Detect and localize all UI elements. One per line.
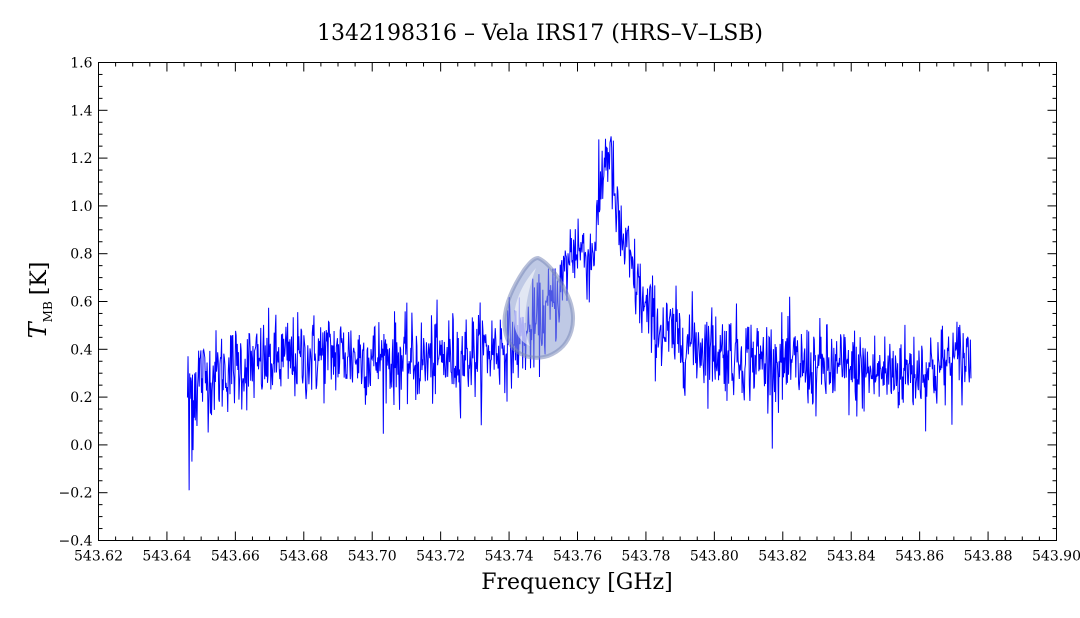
x-tick-label: 543.64 <box>142 549 191 565</box>
chart-title: 1342198316 – Vela IRS17 (HRS–V–LSB) <box>317 21 763 46</box>
plot-frame <box>98 62 1057 541</box>
y-tick-label: 0.0 <box>70 438 92 454</box>
y-axis-label-subscript: MB <box>41 301 55 322</box>
y-tick-label: 1.6 <box>70 56 92 72</box>
y-tick-label: 1.4 <box>70 103 92 119</box>
y-axis-label-symbol: T <box>24 320 52 338</box>
x-tick-label: 543.80 <box>690 549 739 565</box>
x-tick-label: 543.68 <box>279 549 328 565</box>
y-axis-label-unit: [K] <box>27 262 52 296</box>
x-tick-label: 543.88 <box>964 549 1013 565</box>
x-axis-ticks: 543.62 543.64 543.66 543.68 543.70 543.72 543.… <box>74 62 1080 565</box>
y-axis-ticks: −0.4 −0.2 0.0 0.2 0.4 0.6 0.8 1.0 1.2 1.4 1.6 <box>59 56 1057 550</box>
y-axis-label: TMB [K] <box>24 262 55 339</box>
x-tick-label: 543.86 <box>895 549 944 565</box>
spectrum-line <box>186 136 972 491</box>
x-tick-label: 543.66 <box>211 549 260 565</box>
y-tick-label: 1.0 <box>70 199 92 215</box>
y-tick-label: 0.2 <box>70 390 92 406</box>
x-axis-label: Frequency [GHz] <box>481 570 673 595</box>
y-tick-label: 0.8 <box>70 247 92 263</box>
drop-marker <box>502 255 576 360</box>
x-tick-label: 543.72 <box>416 549 465 565</box>
x-tick-label: 543.84 <box>827 549 876 565</box>
plot-area: 543.62 543.64 543.66 543.68 543.70 543.72 543.… <box>59 56 1080 565</box>
x-tick-label: 543.76 <box>553 549 602 565</box>
y-tick-label: 0.6 <box>70 295 92 311</box>
y-tick-label: −0.2 <box>59 486 93 502</box>
svg-text:TMB[K]: TMB [K] <box>24 262 55 339</box>
x-tick-label: 543.62 <box>74 549 123 565</box>
x-tick-label: 543.70 <box>348 549 397 565</box>
y-tick-label: −0.4 <box>59 534 93 550</box>
x-tick-label: 543.74 <box>485 549 534 565</box>
x-tick-label: 543.90 <box>1032 549 1080 565</box>
spectrum-series <box>186 136 972 491</box>
x-tick-label: 543.78 <box>621 549 670 565</box>
x-tick-label: 543.82 <box>758 549 807 565</box>
drop-marker-highlight <box>514 268 536 346</box>
y-tick-label: 0.4 <box>70 342 92 358</box>
y-tick-label: 1.2 <box>70 151 92 167</box>
